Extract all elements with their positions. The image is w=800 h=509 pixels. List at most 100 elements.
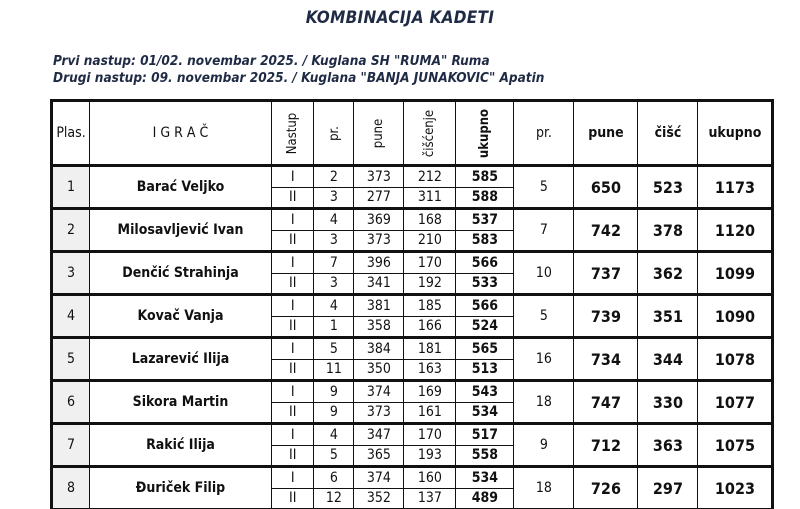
run-pr: 9 <box>313 379 355 403</box>
run-pune: 381 <box>353 293 405 317</box>
total-pr: 5 <box>513 293 575 338</box>
table-row: 1 Barać Veljko I 2 373 212 585 5 650 523 1173 <box>51 164 774 209</box>
run-pune: 369 <box>353 207 405 231</box>
run-number: II <box>270 315 315 338</box>
header-ukupno: ukupno <box>455 99 515 167</box>
run-ukupno: 537 <box>455 207 515 231</box>
header-pune: pune <box>353 99 405 167</box>
total-pr: 9 <box>513 422 575 467</box>
header-label: pune <box>588 125 624 141</box>
header-label: pr. <box>326 126 342 141</box>
run-ukupno: 524 <box>455 315 515 338</box>
player-name: Denčić Strahinja <box>89 250 272 295</box>
results-table: Plas. I G R A Č Nastup pr. pune čišćenje ukupn… <box>50 99 775 509</box>
header-label: čišćenje <box>422 109 438 158</box>
total-pr: 7 <box>513 207 575 252</box>
header-total-cisc: čišć <box>637 99 699 167</box>
header-pr: pr. <box>313 99 355 167</box>
total-ukupno: 1120 <box>697 207 774 252</box>
run-number: I <box>270 465 315 489</box>
run-number: II <box>270 272 315 295</box>
run-pune: 347 <box>353 422 405 446</box>
run-pune: 396 <box>353 250 405 274</box>
player-name: Đuriček Filip <box>89 465 272 509</box>
total-ciscenje: 297 <box>637 465 699 509</box>
run-ukupno: 558 <box>455 444 515 467</box>
total-pune: 726 <box>573 465 639 509</box>
player-name: Milosavljević Ivan <box>89 207 272 252</box>
header-label: Nastup <box>285 112 301 155</box>
table-row: II 3 373 210 583 <box>52 229 773 252</box>
total-pune: 737 <box>573 250 639 295</box>
table-row: 8 Đuriček Filip I 6 374 160 534 18 726 297 1023 <box>51 465 774 509</box>
table-row: II 9 373 161 534 <box>52 401 773 424</box>
total-pune: 742 <box>573 207 639 252</box>
player-name: Kovač Vanja <box>89 293 272 338</box>
total-pr: 18 <box>513 465 575 509</box>
total-ukupno: 1099 <box>697 250 774 295</box>
run-ciscenje: 170 <box>403 422 457 446</box>
run-ukupno: 533 <box>455 272 515 295</box>
run-pr: 12 <box>313 487 355 509</box>
total-pune: 747 <box>573 379 639 424</box>
total-pune: 650 <box>573 164 639 209</box>
run-pune: 352 <box>353 487 405 509</box>
total-pune: 712 <box>573 422 639 467</box>
run-ukupno: 588 <box>455 186 515 209</box>
table-row: II 3 277 311 588 <box>52 186 773 209</box>
run-number: II <box>270 487 315 509</box>
run-ukupno: 513 <box>455 358 515 381</box>
run-ciscenje: 161 <box>403 401 457 424</box>
run-pune: 373 <box>353 401 405 424</box>
header-label: Plas. <box>56 125 86 141</box>
run-ukupno: 583 <box>455 229 515 252</box>
run-ciscenje: 212 <box>403 164 457 188</box>
run-ciscenje: 163 <box>403 358 457 381</box>
run-number: I <box>270 379 315 403</box>
run-pr: 7 <box>313 250 355 274</box>
run-number: II <box>270 444 315 467</box>
total-pr: 18 <box>513 379 575 424</box>
run-ukupno: 585 <box>455 164 515 188</box>
total-ciscenje: 378 <box>637 207 699 252</box>
run-pune: 350 <box>353 358 405 381</box>
header-label: čišć <box>654 125 682 141</box>
run-ciscenje: 193 <box>403 444 457 467</box>
run-pr: 3 <box>313 229 355 252</box>
run-ukupno: 489 <box>455 487 515 509</box>
total-ukupno: 1078 <box>697 336 774 381</box>
header-nastup: Nastup <box>270 99 315 167</box>
total-pune: 739 <box>573 293 639 338</box>
total-ciscenje: 523 <box>637 164 699 209</box>
run-pr: 4 <box>313 293 355 317</box>
run-ciscenje: 169 <box>403 379 457 403</box>
run-pune: 374 <box>353 379 405 403</box>
run-ukupno: 543 <box>455 379 515 403</box>
run-pr: 4 <box>313 422 355 446</box>
header-label: ukupno <box>708 125 762 141</box>
run-ukupno: 566 <box>455 250 515 274</box>
player-name: Rakić Ilija <box>89 422 272 467</box>
header-label: ukupno <box>477 108 493 159</box>
run-number: II <box>270 229 315 252</box>
run-pr: 6 <box>313 465 355 489</box>
first-event-info: Prvi nastup: 01/02. novembar 2025. / Kug… <box>53 53 490 69</box>
run-pune: 374 <box>353 465 405 489</box>
total-pr: 10 <box>513 250 575 295</box>
total-ciscenje: 330 <box>637 379 699 424</box>
player-name: Barać Veljko <box>89 164 272 209</box>
header-total-pr: pr. <box>513 99 575 167</box>
run-pr: 5 <box>313 444 355 467</box>
placement: 5 <box>51 336 90 381</box>
header-label: I G R A Č <box>152 125 209 141</box>
run-number: II <box>270 401 315 424</box>
total-ukupno: 1173 <box>697 164 774 209</box>
run-ukupno: 517 <box>455 422 515 446</box>
total-pr: 5 <box>513 164 575 209</box>
total-ukupno: 1023 <box>697 465 774 509</box>
run-ukupno: 566 <box>455 293 515 317</box>
table-row: 7 Rakić Ilija I 4 347 170 517 9 712 363 1075 <box>51 422 774 467</box>
run-pr: 4 <box>313 207 355 231</box>
run-number: I <box>270 250 315 274</box>
run-pune: 365 <box>353 444 405 467</box>
